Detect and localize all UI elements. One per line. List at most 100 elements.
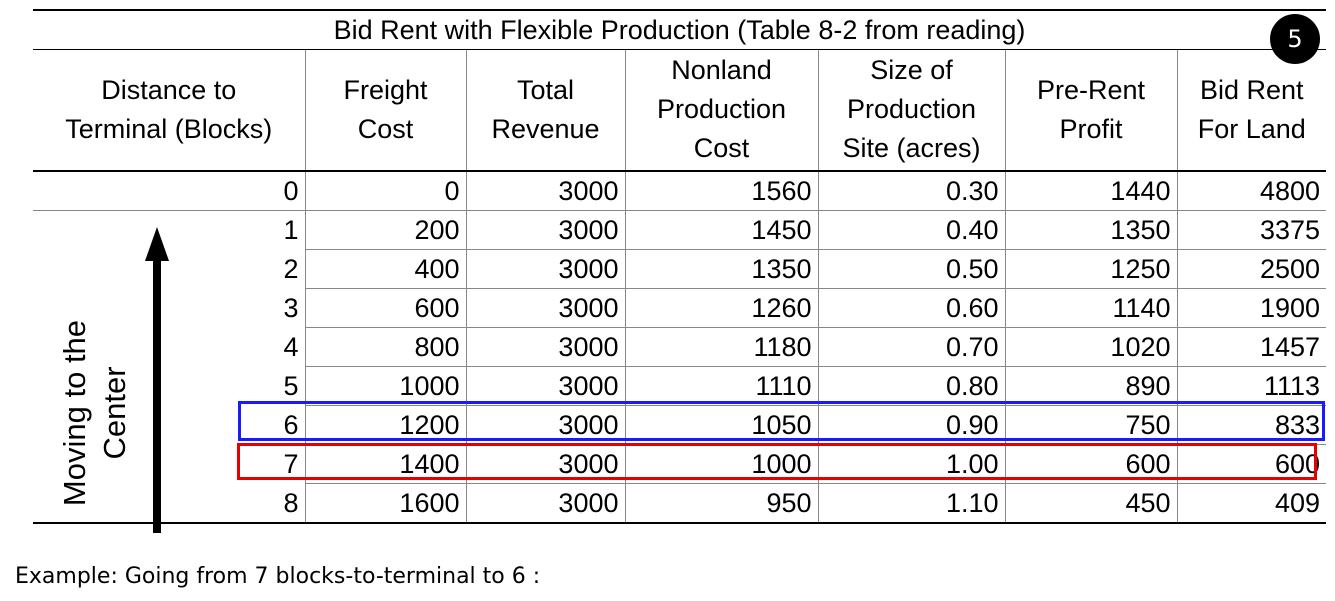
cell-pre-rent-profit: 1250 xyxy=(1004,249,1178,289)
header-line: Cost xyxy=(693,133,750,164)
cell-total-revenue: 3000 xyxy=(465,327,626,367)
table-row: 6 1200 3000 1050 0.90 750 833 xyxy=(33,405,1327,445)
header-line: Site (acres) xyxy=(842,133,981,164)
cell-nonland-production-cost: 1180 xyxy=(624,327,819,367)
cell-bid-rent: 600 xyxy=(1176,444,1327,484)
table-row: 5 1000 3000 1110 0.80 890 1113 xyxy=(33,366,1327,406)
table-row: 3 600 3000 1260 0.60 1140 1900 xyxy=(33,288,1327,328)
header-line: Production xyxy=(656,94,787,125)
header-line: Nonland xyxy=(671,55,772,86)
bid-rent-table: Bid Rent with Flexible Production (Table… xyxy=(33,9,1327,524)
up-arrow-icon xyxy=(145,227,169,533)
cell-freight-cost: 1200 xyxy=(304,405,467,445)
cell-total-revenue: 3000 xyxy=(465,444,626,484)
example-caption: Example: Going from 7 blocks-to-terminal… xyxy=(15,564,541,589)
cell-distance: 4 xyxy=(33,327,306,366)
header-line: Freight xyxy=(343,74,428,105)
table-header-row: Distance to Terminal (Blocks) Freight Cost T… xyxy=(33,49,1327,172)
cell-site-size: 0.90 xyxy=(817,405,1006,445)
cell-bid-rent: 1900 xyxy=(1176,288,1327,328)
cell-distance: 8 xyxy=(33,483,306,524)
table-row: 4 800 3000 1180 0.70 1020 1457 xyxy=(33,327,1327,367)
header-line: Revenue xyxy=(491,113,600,144)
table-row: 1 200 3000 1450 0.40 1350 3375 xyxy=(33,210,1327,250)
cell-pre-rent-profit: 1140 xyxy=(1004,288,1178,328)
cell-bid-rent: 1113 xyxy=(1176,366,1327,406)
table-row: 8 1600 3000 950 1.10 450 409 xyxy=(33,483,1327,524)
cell-freight-cost: 400 xyxy=(304,249,467,289)
header-distance: Distance to Terminal (Blocks) xyxy=(33,49,306,172)
cell-freight-cost: 200 xyxy=(304,210,467,250)
cell-site-size: 0.40 xyxy=(817,210,1006,250)
header-line: Size of xyxy=(870,55,953,86)
cell-pre-rent-profit: 600 xyxy=(1004,444,1178,484)
cell-freight-cost: 1400 xyxy=(304,444,467,484)
header-site-size: Size of Production Site (acres) xyxy=(817,49,1006,172)
cell-nonland-production-cost: 1050 xyxy=(624,405,819,445)
cell-distance: 1 xyxy=(33,210,306,249)
cell-total-revenue: 3000 xyxy=(465,249,626,289)
table-title: Bid Rent with Flexible Production (Table… xyxy=(33,9,1327,50)
header-line: Bid Rent xyxy=(1199,74,1304,105)
cell-site-size: 0.80 xyxy=(817,366,1006,406)
cell-nonland-production-cost: 1350 xyxy=(624,249,819,289)
cell-pre-rent-profit: 750 xyxy=(1004,405,1178,445)
cell-distance: 5 xyxy=(33,366,306,405)
cell-distance: 7 xyxy=(33,444,306,483)
cell-site-size: 1.10 xyxy=(817,483,1006,524)
cell-bid-rent: 833 xyxy=(1176,405,1327,445)
cell-freight-cost: 1600 xyxy=(304,483,467,524)
cell-bid-rent: 4800 xyxy=(1176,170,1327,211)
cell-pre-rent-profit: 1440 xyxy=(1004,170,1178,211)
cell-nonland-production-cost: 1260 xyxy=(624,288,819,328)
header-line: Distance to xyxy=(101,74,237,105)
cell-freight-cost: 600 xyxy=(304,288,467,328)
cell-pre-rent-profit: 1020 xyxy=(1004,327,1178,367)
cell-site-size: 0.60 xyxy=(817,288,1006,328)
arrow-label-line-2: Center xyxy=(97,366,132,460)
cell-nonland-production-cost: 950 xyxy=(624,483,819,524)
header-line: Pre-Rent xyxy=(1036,74,1146,105)
header-line: Cost xyxy=(357,113,414,144)
cell-pre-rent-profit: 890 xyxy=(1004,366,1178,406)
cell-freight-cost: 1000 xyxy=(304,366,467,406)
cell-pre-rent-profit: 450 xyxy=(1004,483,1178,524)
header-line: Production xyxy=(846,94,977,125)
cell-nonland-production-cost: 1450 xyxy=(624,210,819,250)
header-line: Profit xyxy=(1059,113,1123,144)
header-nonland-production-cost: Nonland Production Cost xyxy=(624,49,819,172)
cell-pre-rent-profit: 1350 xyxy=(1004,210,1178,250)
cell-distance: 0 xyxy=(33,170,306,211)
cell-total-revenue: 3000 xyxy=(465,170,626,211)
cell-freight-cost: 800 xyxy=(304,327,467,367)
table-body: 0 0 3000 1560 0.30 1440 4800 1 200 3000 1450 0.40 13… xyxy=(33,170,1327,524)
cell-bid-rent: 409 xyxy=(1176,483,1327,524)
table-row: 7 1400 3000 1000 1.00 600 600 xyxy=(33,444,1327,484)
cell-nonland-production-cost: 1560 xyxy=(624,170,819,211)
arrow-label-line-1: Moving to the xyxy=(57,319,92,507)
slide-number-badge: 5 xyxy=(1270,14,1320,64)
cell-total-revenue: 3000 xyxy=(465,405,626,445)
moving-to-center-label: Moving to the Center xyxy=(55,305,137,521)
cell-site-size: 1.00 xyxy=(817,444,1006,484)
bid-rent-table-container: Bid Rent with Flexible Production (Table… xyxy=(33,9,1327,533)
cell-site-size: 0.70 xyxy=(817,327,1006,367)
cell-site-size: 0.30 xyxy=(817,170,1006,211)
cell-total-revenue: 3000 xyxy=(465,210,626,250)
header-bid-rent: Bid Rent For Land xyxy=(1176,49,1327,172)
header-total-revenue: Total Revenue xyxy=(465,49,626,172)
header-line: Terminal (Blocks) xyxy=(65,113,273,144)
cell-nonland-production-cost: 1000 xyxy=(624,444,819,484)
header-line: Total xyxy=(516,74,575,105)
cell-bid-rent: 1457 xyxy=(1176,327,1327,367)
cell-total-revenue: 3000 xyxy=(465,288,626,328)
cell-distance: 6 xyxy=(33,405,306,444)
table-row: 0 0 3000 1560 0.30 1440 4800 xyxy=(33,170,1327,211)
header-pre-rent-profit: Pre-Rent Profit xyxy=(1004,49,1178,172)
cell-total-revenue: 3000 xyxy=(465,366,626,406)
cell-bid-rent: 2500 xyxy=(1176,249,1327,289)
cell-nonland-production-cost: 1110 xyxy=(624,366,819,406)
table-row: 2 400 3000 1350 0.50 1250 2500 xyxy=(33,249,1327,289)
cell-total-revenue: 3000 xyxy=(465,483,626,524)
cell-freight-cost: 0 xyxy=(304,170,467,211)
